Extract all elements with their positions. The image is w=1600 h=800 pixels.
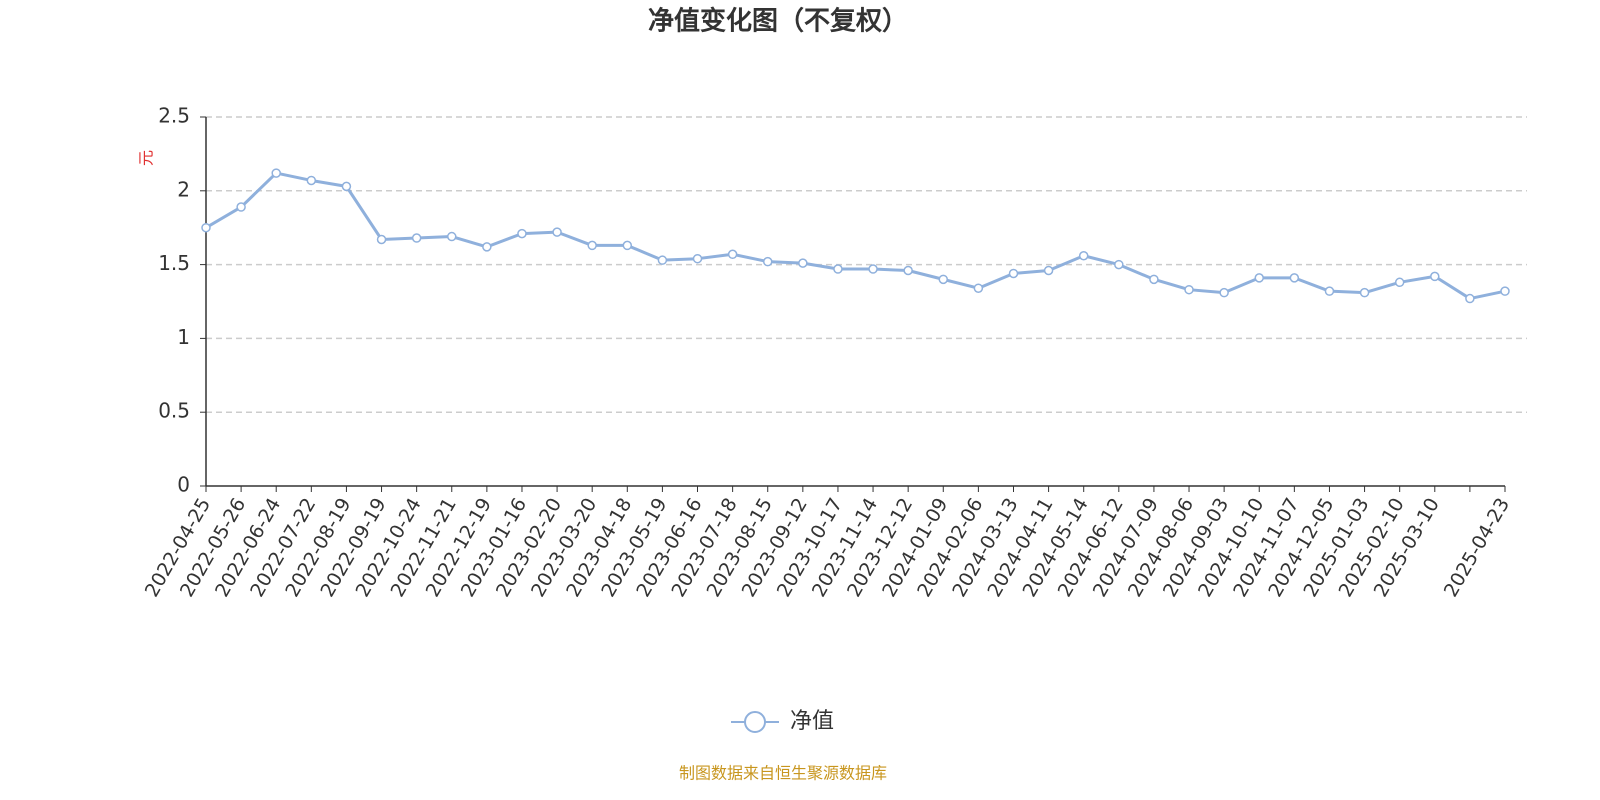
point (236, 202, 246, 212)
point (447, 231, 457, 242)
point (727, 249, 738, 260)
source-note: 制图数据来自恒生聚源数据库 (679, 764, 887, 783)
point (1078, 250, 1089, 261)
y-tick-label: 1 (177, 325, 190, 349)
y-tick-label: 0 (177, 473, 190, 497)
point (1008, 268, 1019, 279)
point (1500, 286, 1510, 296)
point (903, 265, 913, 276)
y-tick-label: 1.5 (158, 251, 190, 275)
point (973, 283, 984, 293)
y-axis-label: 元 (137, 150, 156, 166)
point (868, 264, 878, 274)
point (1184, 284, 1194, 295)
point (1430, 271, 1440, 282)
point (306, 175, 317, 186)
point (1394, 277, 1405, 288)
legend-marker (744, 711, 766, 733)
point (1114, 259, 1124, 270)
point (1149, 274, 1159, 285)
point (341, 181, 352, 192)
point (762, 256, 773, 267)
point (833, 264, 843, 274)
point (692, 253, 703, 264)
point (798, 258, 808, 268)
y-tick-label: 0.5 (158, 399, 190, 423)
point (201, 222, 211, 233)
point (1289, 273, 1300, 283)
point (1043, 265, 1054, 276)
x-tick-label: 2025-04-23 (1440, 494, 1514, 601)
point (622, 240, 633, 251)
point (411, 233, 422, 243)
point (1359, 287, 1370, 298)
point (552, 227, 562, 237)
point (517, 228, 527, 239)
point (1254, 273, 1264, 283)
legend-label: 净值 (790, 709, 834, 734)
point (271, 168, 281, 178)
series-line (205, 171, 1506, 301)
point (938, 274, 949, 285)
point (1219, 287, 1229, 298)
point (482, 242, 492, 252)
point (376, 234, 387, 245)
point (657, 255, 668, 265)
point (1465, 293, 1475, 304)
y-tick-label: 2.5 (158, 104, 190, 128)
y-tick-label: 2 (177, 177, 190, 201)
point (587, 240, 597, 251)
chart-title: 净值变化图（不复权） (648, 6, 908, 37)
point (1324, 286, 1335, 296)
